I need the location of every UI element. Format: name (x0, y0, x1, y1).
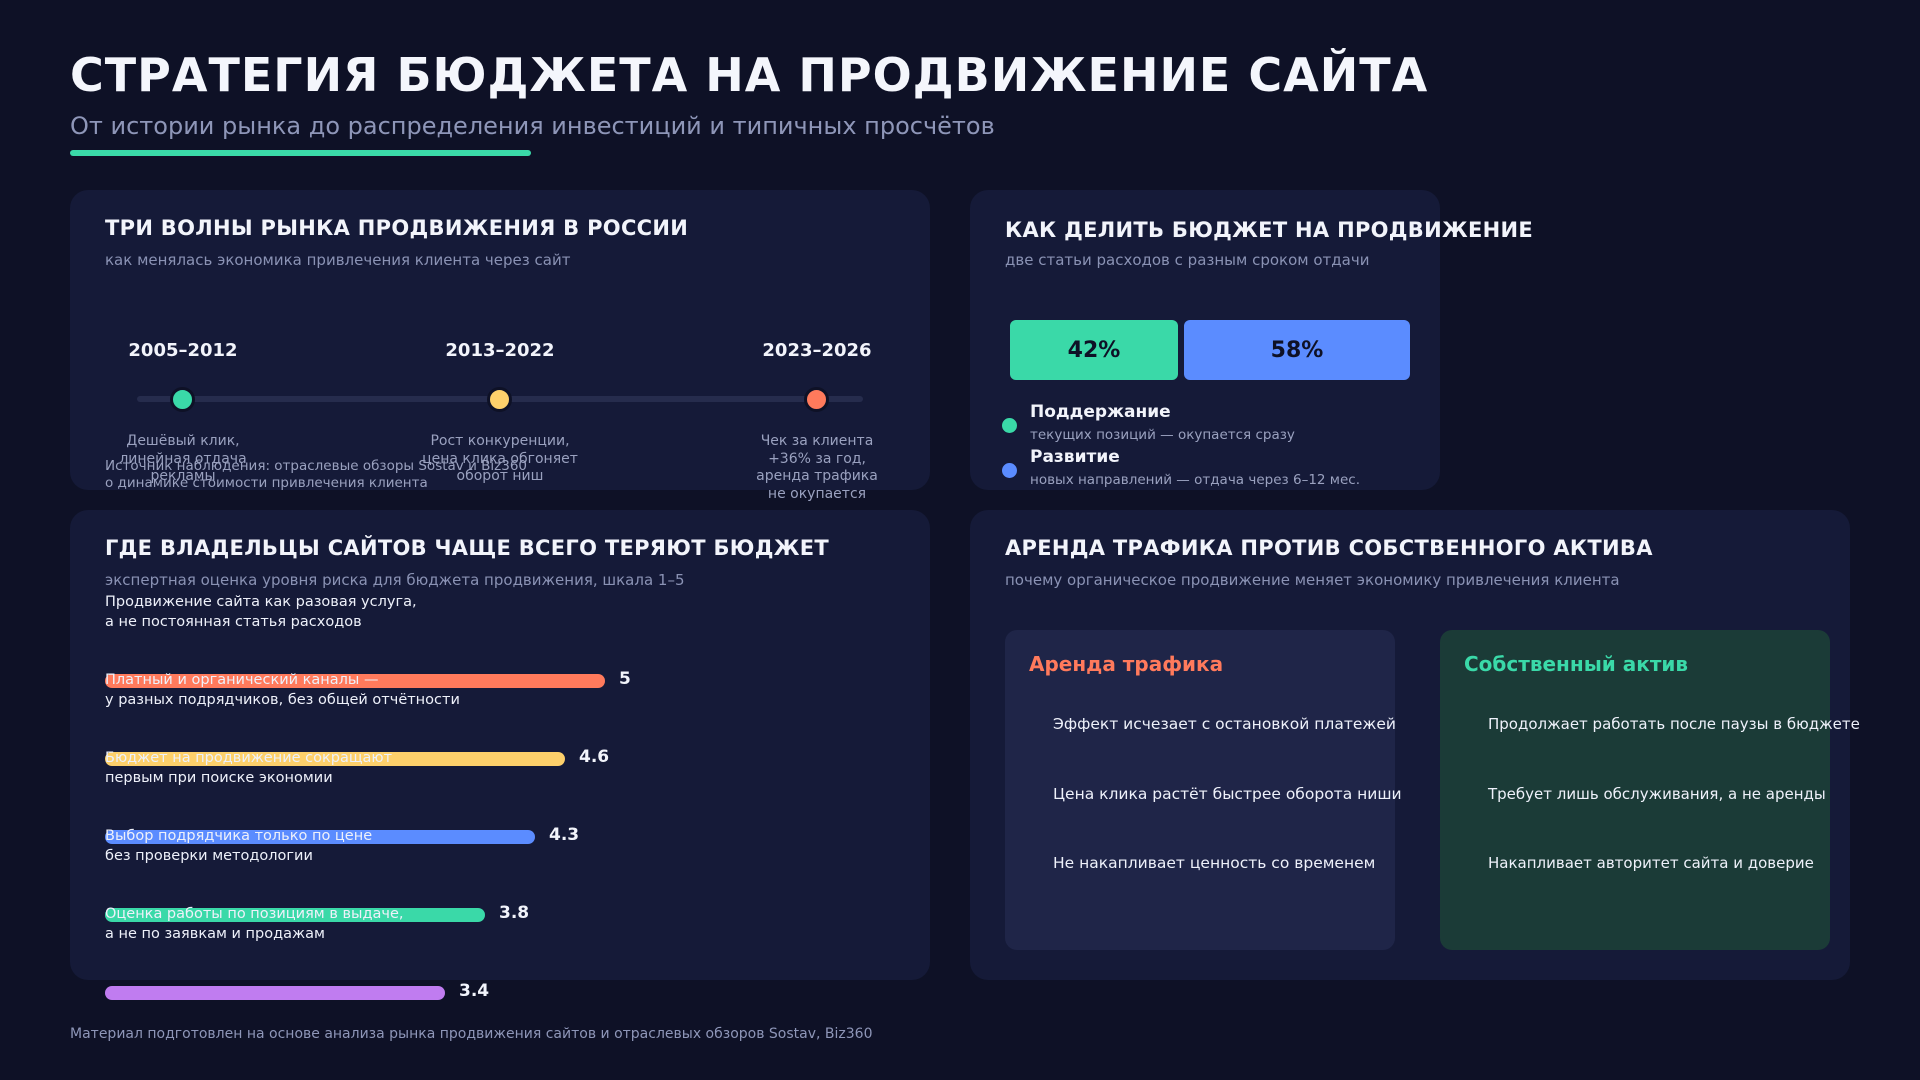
rent-traffic-item: Цена клика растёт быстрее оборота ниши (1053, 785, 1402, 803)
risk-value-label: 3.4 (459, 981, 490, 1001)
legend-dot-maintain (1002, 418, 1017, 433)
timeline-year-2: 2013–2022 (445, 340, 555, 361)
timeline-source-note: Источник наблюдения: отраслевые обзоры S… (105, 458, 528, 491)
risk-category-label: Продвижение сайта как разовая услуга, а н… (105, 594, 417, 630)
timeline-dot-2 (487, 387, 512, 412)
legend-title-maintain: Поддержание (1030, 402, 1171, 422)
timeline-subtitle: как менялась экономика привлечения клиен… (105, 251, 571, 269)
risk-bar (105, 830, 535, 844)
risk-category-label: Бюджет на продвижение сокращают первым пр… (105, 750, 393, 786)
risk-value-label: 5 (619, 669, 631, 689)
risk-value-label: 4.6 (579, 747, 610, 767)
rent-traffic-item: Эффект исчезает с остановкой платежей (1053, 715, 1396, 733)
own-asset-item: Продолжает работать после паузы в бюджет… (1488, 715, 1860, 733)
timeline-dot-3 (804, 387, 829, 412)
timeline-desc-1: Дешёвый клик, линейная отдача рекламы (119, 433, 247, 484)
budget-segment-develop: 58% (1184, 320, 1410, 380)
risk-category-label: Оценка работы по позициям в выдаче, а не … (105, 906, 404, 942)
rent-traffic-heading: Аренда трафика (1029, 652, 1224, 676)
rent-traffic-item: Не накапливает ценность со временем (1053, 854, 1376, 872)
timeline-desc-2: Рост конкуренции, цена клика обгоняет об… (422, 433, 578, 484)
own-asset-item: Накапливает авторитет сайта и доверие (1488, 854, 1814, 872)
timeline-year-1: 2005–2012 (128, 340, 238, 361)
timeline-title: ТРИ ВОЛНЫ РЫНКА ПРОДВИЖЕНИЯ В РОССИИ (105, 216, 689, 240)
legend-sub-maintain: текущих позиций — окупается сразу (1030, 427, 1295, 443)
risk-value-label: 3.8 (499, 903, 530, 923)
footer-note: Материал подготовлен на основе анализа р… (70, 1026, 873, 1042)
risks-panel (70, 510, 930, 980)
timeline-panel (70, 190, 930, 490)
risks-title: ГДЕ ВЛАДЕЛЬЦЫ САЙТОВ ЧАЩЕ ВСЕГО ТЕРЯЮТ Б… (105, 536, 830, 560)
own-asset-heading: Собственный актив (1464, 652, 1689, 676)
risk-bar (105, 986, 445, 1000)
compare-subtitle: почему органическое продвижение меняет э… (1005, 571, 1620, 589)
timeline-dot-1 (170, 387, 195, 412)
title-accent-line (70, 150, 531, 156)
own-asset-item: Требует лишь обслуживания, а не аренды (1488, 785, 1826, 803)
compare-title: АРЕНДА ТРАФИКА ПРОТИВ СОБСТВЕННОГО АКТИВ… (1005, 536, 1653, 560)
timeline-desc-3: Чек за клиента +36% за год, аренда трафи… (756, 433, 878, 502)
risk-category-label: Платный и органический каналы — у разных … (105, 672, 460, 708)
budget-split-subtitle: две статьи расходов с разным сроком отда… (1005, 251, 1370, 269)
legend-sub-develop: новых направлений — отдача через 6–12 ме… (1030, 472, 1361, 488)
budget-segment-maintain: 42% (1010, 320, 1178, 380)
risks-subtitle: экспертная оценка уровня риска для бюдже… (105, 571, 685, 589)
legend-title-develop: Развитие (1030, 447, 1120, 467)
risk-value-label: 4.3 (549, 825, 580, 845)
risk-bar (105, 674, 605, 688)
budget-split-title: КАК ДЕЛИТЬ БЮДЖЕТ НА ПРОДВИЖЕНИЕ (1005, 218, 1534, 242)
page-subtitle: От истории рынка до распределения инвест… (70, 112, 995, 140)
page-title: СТРАТЕГИЯ БЮДЖЕТА НА ПРОДВИЖЕНИЕ САЙТА (70, 48, 1429, 102)
legend-dot-develop (1002, 463, 1017, 478)
own-asset-card (1440, 630, 1830, 950)
risk-bar (105, 752, 565, 766)
timeline-year-3: 2023–2026 (762, 340, 872, 361)
risk-bar (105, 908, 485, 922)
risk-category-label: Выбор подрядчика только по цене без прове… (105, 828, 373, 864)
rent-traffic-card (1005, 630, 1395, 950)
